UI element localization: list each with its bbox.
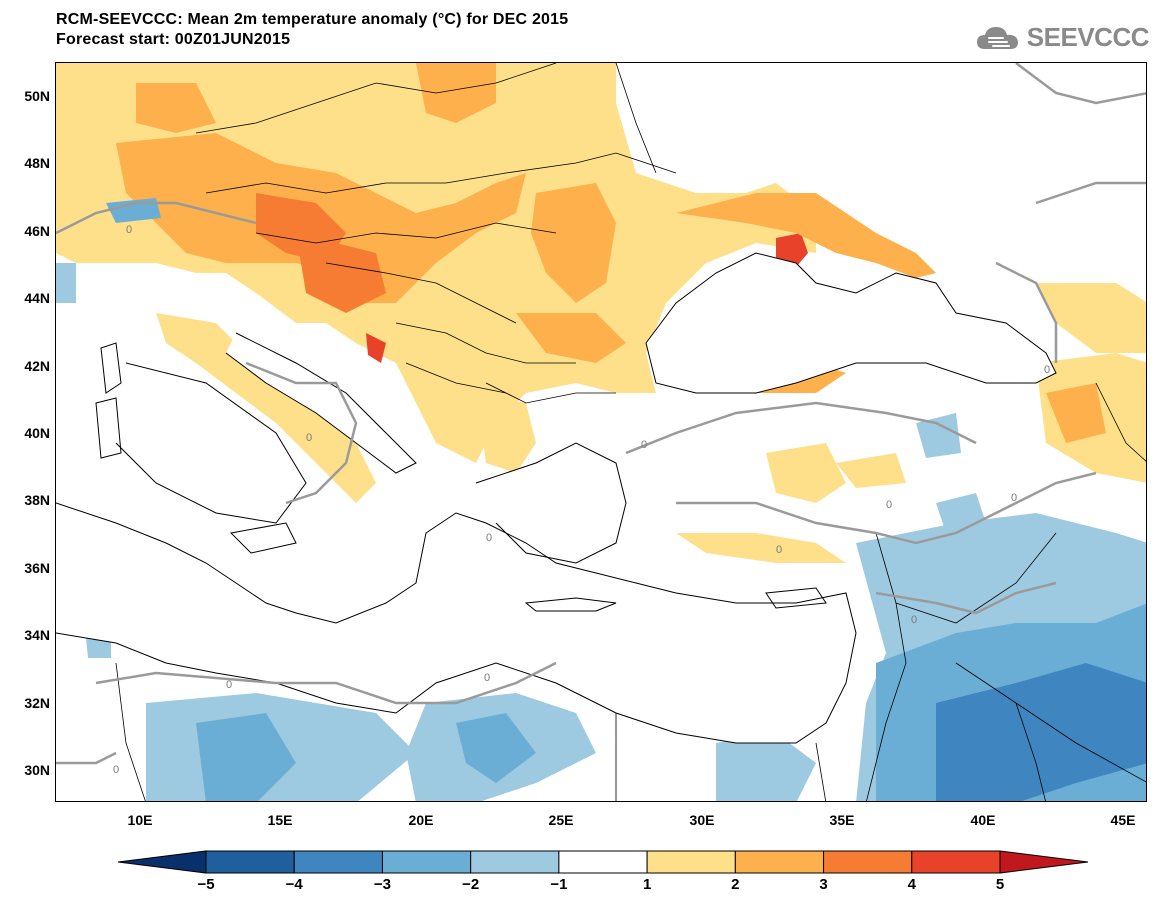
lat-label: 36N [24, 560, 50, 576]
anomaly-map: 0 0 0 0 0 0 0 0 0 0 0 0 [56, 63, 1146, 801]
colorbar-label: −3 [373, 876, 391, 893]
cloud-icon [976, 26, 1018, 49]
lat-label: 40N [24, 425, 50, 441]
contour-label: 0 [1011, 492, 1017, 504]
colorbar-label: −5 [197, 876, 215, 893]
lat-label: 32N [24, 695, 50, 711]
colorbar-segment [470, 850, 560, 874]
colorbar-segment [205, 850, 295, 874]
tyrrhenian-sea [116, 363, 306, 523]
lon-label: 15E [267, 812, 293, 828]
lat-label: 34N [24, 627, 50, 643]
contour-label: 0 [886, 499, 892, 511]
aegean-sea [476, 443, 626, 563]
colorbar-segment [823, 850, 913, 874]
lon-label: 25E [548, 812, 574, 828]
title-line-2: Forecast start: 00Z01JUN2015 [56, 31, 291, 48]
lon-label: 20E [408, 812, 434, 828]
warm-region-turkey-coast [676, 533, 846, 563]
country-borders [115, 63, 1146, 801]
colorbar-segment [558, 850, 648, 874]
logo-text: SEEVCCC [1026, 22, 1150, 52]
lon-label: 30E [689, 812, 715, 828]
warm-region-blacksea-north [676, 193, 936, 278]
contour-label: 0 [126, 224, 132, 236]
contour-labels: 0 0 0 0 0 0 0 0 0 0 0 0 [113, 224, 1050, 776]
map-panel: 0 0 0 0 0 0 0 0 0 0 0 0 [55, 62, 1147, 802]
warm-region-anatolia [766, 443, 846, 503]
lat-label: 44N [24, 290, 50, 306]
contour-label: 0 [776, 544, 782, 556]
contour-label: 0 [486, 532, 492, 544]
colorbar-label: 4 [907, 876, 916, 893]
chart-title: RCM-SEEVCCC: Mean 2m temperature anomaly… [56, 10, 568, 50]
warm-region-caucasus-core [1046, 383, 1106, 443]
colorbar-label: 5 [995, 876, 1005, 893]
contour-label: 0 [484, 672, 490, 684]
lat-label: 48N [24, 155, 50, 171]
colorbar-segment [911, 850, 1001, 874]
zero-contours [56, 63, 1146, 765]
lon-label: 35E [829, 812, 855, 828]
seevccc-logo: SEEVCCC [975, 22, 1150, 53]
lon-label: 10E [127, 812, 153, 828]
colorbar-segment [646, 850, 736, 874]
contour-label: 0 [113, 764, 119, 776]
cool-region-mesopotamia-3 [936, 663, 1146, 801]
warm-region-anatolia-2 [836, 453, 906, 488]
cool-region-sinai [716, 733, 816, 801]
contour-label: 0 [306, 432, 312, 444]
coastlines [56, 252, 1057, 744]
adriatic-sea [226, 333, 416, 473]
title-line-1: RCM-SEEVCCC: Mean 2m temperature anomaly… [56, 11, 569, 28]
colorbar-extend-high [999, 850, 1088, 874]
red-spot-adriatic [366, 333, 386, 363]
warm-region-east [1036, 283, 1146, 353]
colorbar-label: 2 [731, 876, 740, 893]
mediterranean-sea [56, 503, 856, 743]
lat-label: 38N [24, 492, 50, 508]
colorbar-label: −4 [285, 876, 303, 893]
cool-region-egypt-2 [456, 713, 536, 783]
lat-label: 46N [24, 223, 50, 239]
colorbar-extend-low [118, 850, 207, 874]
cool-region-libya-2 [196, 713, 296, 801]
colorbar-segment [734, 850, 825, 874]
orange-region-2 [531, 183, 616, 303]
lat-label: 42N [24, 358, 50, 374]
colorbar-segment [293, 850, 383, 874]
colorbar-label: 1 [642, 876, 652, 893]
colorbar-label: −2 [462, 876, 480, 893]
orange-region-3 [516, 313, 626, 363]
contour-label: 0 [911, 614, 917, 626]
colorbar-label: −1 [550, 876, 568, 893]
contour-label: 0 [641, 439, 647, 451]
colorbar-label: 3 [819, 876, 828, 893]
colorbar-segments [118, 850, 1088, 874]
orange-region-5 [136, 83, 216, 133]
cool-spot-alps-2 [56, 263, 76, 303]
lon-label: 40E [970, 812, 996, 828]
lat-label: 30N [24, 762, 50, 778]
warm-region-italy [156, 313, 376, 503]
lat-label: 50N [24, 88, 50, 104]
darkorange-region-2 [296, 233, 386, 313]
black-sea [646, 253, 1056, 393]
orange-region-4 [416, 63, 496, 123]
cool-spot-anatolia [916, 413, 961, 458]
contour-label: 0 [226, 679, 232, 691]
lon-label: 45E [1110, 812, 1136, 828]
contour-label: 0 [1044, 364, 1050, 376]
colorbar-segment [381, 850, 472, 874]
colorbar [118, 850, 1088, 874]
warm-region-greece [476, 393, 536, 473]
